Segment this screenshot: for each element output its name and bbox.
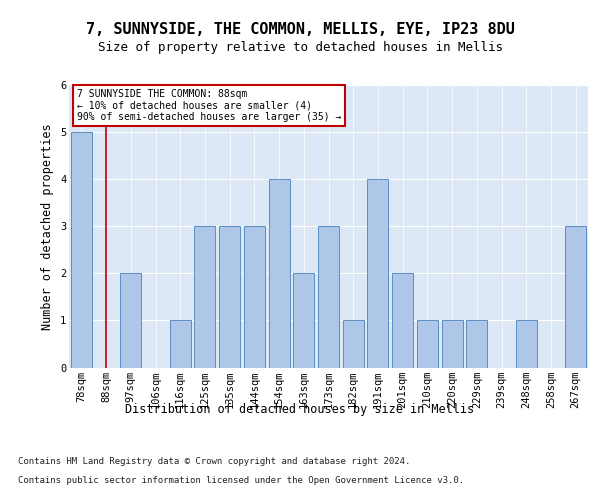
Bar [244,226,265,368]
Bar [516,320,537,368]
Bar [417,320,438,368]
Bar [565,226,586,368]
Text: Distribution of detached houses by size in Mellis: Distribution of detached houses by size … [125,402,475,415]
Bar [269,179,290,368]
Text: 7 SUNNYSIDE THE COMMON: 88sqm
← 10% of detached houses are smaller (4)
90% of se: 7 SUNNYSIDE THE COMMON: 88sqm ← 10% of d… [77,89,341,122]
Bar [194,226,215,368]
Text: Size of property relative to detached houses in Mellis: Size of property relative to detached ho… [97,41,503,54]
Bar [367,179,388,368]
Bar [219,226,240,368]
Bar [318,226,339,368]
Bar [71,132,92,368]
Bar [120,274,141,368]
Y-axis label: Number of detached properties: Number of detached properties [41,123,55,330]
Text: Contains public sector information licensed under the Open Government Licence v3: Contains public sector information licen… [18,476,464,485]
Text: Contains HM Land Registry data © Crown copyright and database right 2024.: Contains HM Land Registry data © Crown c… [18,458,410,466]
Text: 7, SUNNYSIDE, THE COMMON, MELLIS, EYE, IP23 8DU: 7, SUNNYSIDE, THE COMMON, MELLIS, EYE, I… [86,22,514,38]
Bar [293,274,314,368]
Bar [466,320,487,368]
Bar [442,320,463,368]
Bar [343,320,364,368]
Bar [170,320,191,368]
Bar [392,274,413,368]
